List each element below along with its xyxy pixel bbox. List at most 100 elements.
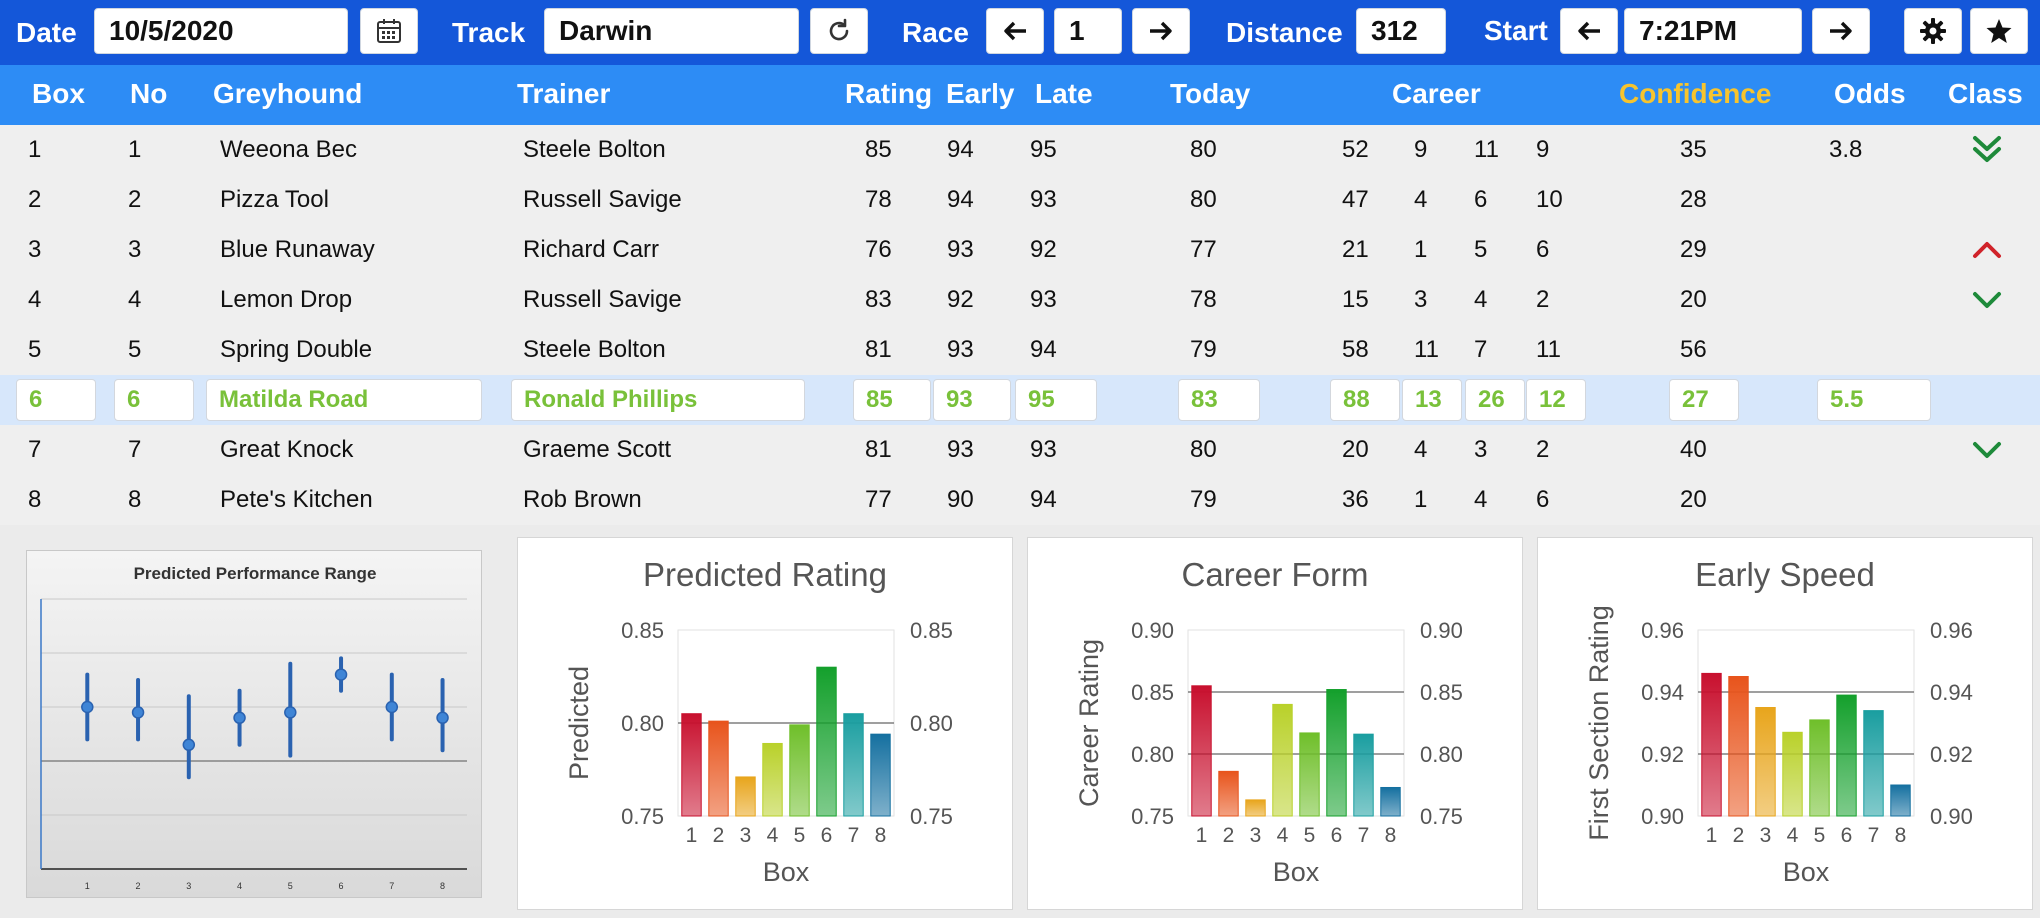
col-box[interactable]: Box (32, 78, 85, 109)
y2-tick-label: 0.92 (1930, 742, 1973, 767)
x-tick-label: 2 (713, 824, 725, 847)
cell-career-2: 11 (1474, 136, 1499, 163)
y-tick-label: 0.90 (1641, 804, 1684, 829)
x-tick-label: 1 (686, 824, 698, 847)
cell-today: 80 (1190, 186, 1217, 213)
y-tick-label: 0.85 (1131, 680, 1174, 705)
col-odds[interactable]: Odds (1834, 78, 1906, 109)
chart-title: Career Form (1181, 556, 1368, 593)
cell-early: 94 (947, 136, 974, 163)
distance-input[interactable]: 312 (1356, 8, 1446, 54)
cell-career-3: 6 (1536, 486, 1550, 513)
col-rating[interactable]: Rating (845, 78, 933, 109)
x-tick-label: 1 (1706, 824, 1718, 847)
col-confidence[interactable]: Confidence (1619, 78, 1772, 109)
arrow-left-icon (1004, 21, 1026, 41)
range-point (334, 668, 348, 681)
table-row-selected[interactable]: 6 6 Matilda Road Ronald Phillips 85 93 95 83 27 5… (0, 375, 2040, 425)
table-row[interactable]: 3 3 Blue Runaway Richard Carr 76 93 92 77 29 21 1 5… (0, 225, 2040, 275)
cell-career-0: 15 (1342, 286, 1369, 313)
cell-today: 79 (1190, 336, 1217, 363)
cell-trainer: Richard Carr (523, 236, 660, 263)
cell-career-2: 6 (1474, 186, 1488, 213)
arrow-right-icon (1150, 21, 1172, 41)
cell-late: 93 (1030, 436, 1057, 463)
col-today[interactable]: Today (1170, 78, 1251, 109)
start-next-button[interactable] (1812, 8, 1870, 54)
bar (735, 776, 756, 817)
refresh-button[interactable] (810, 8, 868, 54)
cell-career-0: 47 (1342, 186, 1369, 213)
race-table-body: 1 1 Weeona Bec Steele Bolton 85 94 95 80 35 3.8 52… (0, 125, 2040, 525)
cell-career-1: 4 (1414, 186, 1428, 213)
chart-title: Early Speed (1695, 556, 1875, 593)
col-trainer[interactable]: Trainer (517, 78, 611, 109)
x-tick-label: 8 (440, 881, 445, 891)
x-tick-label: 4 (237, 881, 242, 891)
cell-confidence: 28 (1680, 186, 1707, 213)
bar (762, 742, 783, 817)
cell-box: 5 (28, 336, 42, 363)
start-label: Start (1484, 15, 1548, 46)
calendar-button[interactable] (360, 8, 418, 54)
col-class[interactable]: Class (1948, 78, 2023, 109)
chevron-double-down-icon (1973, 136, 2001, 162)
table-row[interactable]: 5 5 Spring Double Steele Bolton 81 93 94 79 56 58… (0, 325, 2040, 375)
cell-late: 94 (1030, 486, 1057, 513)
early-speed-panel: Early Speed 0.96 0.94 0.92 0.90 0.96 0.94 0.92 0… (1537, 537, 2033, 910)
date-input[interactable]: 10/5/2020 (94, 8, 348, 54)
career-form-chart: Career Form 0.90 0.85 0.80 0.75 0.90 0.85 0.80 0… (1074, 556, 1463, 887)
cell-confidence: 35 (1680, 136, 1707, 163)
cell-box: 2 (28, 186, 42, 213)
cell-no: 3 (128, 236, 142, 263)
cell-career-0: 88 (1330, 379, 1400, 421)
bar (1782, 731, 1803, 817)
race-prev-button[interactable] (986, 8, 1044, 54)
y-tick-label: 0.92 (1641, 742, 1684, 767)
y-axis-label: First Section Rating (1584, 605, 1614, 841)
race-next-button[interactable] (1132, 8, 1190, 54)
cell-trainer: Ronald Phillips (511, 379, 805, 421)
col-no[interactable]: No (130, 78, 168, 109)
cell-rating: 78 (865, 186, 892, 213)
table-row[interactable]: 2 2 Pizza Tool Russell Savige 78 94 93 80 28 47 4 6… (0, 175, 2040, 225)
cell-career-3: 11 (1536, 336, 1561, 363)
col-early[interactable]: Early (946, 78, 1015, 109)
cell-trainer: Steele Bolton (523, 336, 666, 363)
track-input[interactable]: Darwin (544, 8, 799, 54)
bar (1380, 786, 1401, 817)
race-input[interactable]: 1 (1054, 8, 1122, 54)
cell-box: 1 (28, 136, 42, 163)
y-tick-label: 0.80 (1131, 742, 1174, 767)
chevron-up-icon (1973, 242, 2001, 258)
cell-greyhound: Spring Double (220, 336, 373, 363)
chevron-down-icon (1973, 292, 2001, 308)
toolbar: Date 10/5/2020 Track Darwin Race 1 Dista… (0, 0, 2040, 65)
table-row[interactable]: 4 4 Lemon Drop Russell Savige 83 92 93 78 20 15 3 4… (0, 275, 2040, 325)
cell-career-2: 4 (1474, 486, 1488, 513)
cell-no: 2 (128, 186, 142, 213)
x-tick-label: 3 (186, 881, 191, 891)
start-prev-button[interactable] (1560, 8, 1618, 54)
early-speed-chart: Early Speed 0.96 0.94 0.92 0.90 0.96 0.94 0.92 0… (1584, 556, 1973, 887)
cell-box: 7 (28, 436, 42, 463)
cell-early: 93 (933, 379, 1011, 421)
cell-greyhound: Weeona Bec (220, 136, 357, 163)
favorite-button[interactable] (1970, 8, 2028, 54)
settings-button[interactable] (1904, 8, 1962, 54)
cell-greyhound: Lemon Drop (220, 286, 353, 313)
bar (1326, 689, 1347, 817)
cell-career-0: 21 (1342, 236, 1369, 263)
col-career[interactable]: Career (1392, 78, 1481, 109)
cell-career-1: 4 (1414, 436, 1428, 463)
cell-trainer: Graeme Scott (523, 436, 672, 463)
table-row[interactable]: 1 1 Weeona Bec Steele Bolton 85 94 95 80 35 3.8 52… (0, 125, 2040, 175)
col-greyhound[interactable]: Greyhound (213, 78, 363, 109)
start-time-input[interactable]: 7:21PM (1624, 8, 1802, 54)
bar (1353, 733, 1374, 817)
col-late[interactable]: Late (1035, 78, 1093, 109)
cell-career-3: 2 (1536, 436, 1550, 463)
cell-no: 7 (128, 436, 142, 463)
table-row[interactable]: 7 7 Great Knock Graeme Scott 81 93 93 80 40 20 4 3 2 (0, 425, 2040, 475)
table-row[interactable]: 8 8 Pete's Kitchen Rob Brown 77 90 94 79 20 36 1 4 6 (0, 475, 2040, 525)
